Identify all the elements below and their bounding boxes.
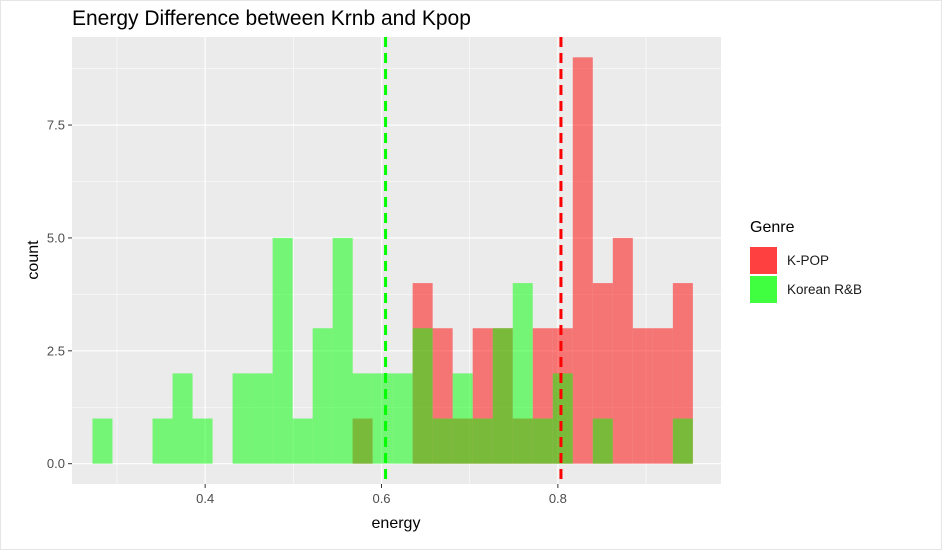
legend-label-korean-rnb: Korean R&B — [787, 282, 863, 297]
bar-korean-rnb — [192, 418, 213, 464]
bars — [92, 57, 693, 464]
x-axis-title: energy — [372, 515, 421, 532]
y-tick-label: 2.5 — [47, 343, 65, 358]
bar-korean-rnb — [512, 283, 533, 464]
bar-korean-rnb — [352, 373, 373, 464]
mean-lines — [384, 37, 563, 484]
x-tick-label: 0.4 — [196, 491, 214, 506]
bar-korean-rnb — [552, 373, 573, 464]
bar-korean-rnb — [412, 328, 433, 464]
bar-korean-rnb — [152, 418, 173, 464]
bar-korean-rnb — [272, 237, 293, 464]
bar-korean-rnb — [672, 418, 693, 464]
chart-title: Energy Difference between Krnb and Kpop — [72, 7, 471, 30]
y-tick-label: 0.0 — [47, 456, 65, 471]
bar-kpop — [652, 328, 673, 464]
bar-korean-rnb — [452, 373, 473, 464]
legend-label-kpop: K-POP — [787, 253, 830, 268]
bar-kpop — [632, 328, 653, 464]
y-axis-title: count — [25, 240, 42, 280]
x-tick-label: 0.6 — [372, 491, 390, 506]
legend-title: Genre — [750, 219, 795, 236]
bar-kpop — [572, 57, 593, 464]
bar-korean-rnb — [432, 418, 453, 464]
bar-korean-rnb — [232, 373, 253, 464]
y-tick-label: 7.5 — [47, 118, 65, 133]
bar-kpop — [612, 237, 633, 464]
legend-item-kpop: K-POP — [750, 247, 829, 274]
bar-korean-rnb — [292, 418, 313, 464]
bar-korean-rnb — [392, 373, 413, 464]
bar-korean-rnb — [252, 373, 273, 464]
axes: 0.4 0.6 0.8 0.0 2.5 5.0 7.5 — [47, 118, 567, 506]
y-tick-label: 5.0 — [47, 230, 65, 245]
bar-korean-rnb — [492, 328, 513, 464]
bar-korean-rnb — [592, 418, 613, 464]
legend-swatch-kpop — [750, 247, 777, 274]
bar-korean-rnb — [92, 418, 113, 464]
bar-korean-rnb — [472, 418, 493, 464]
bar-korean-rnb — [372, 373, 393, 464]
bar-korean-rnb — [312, 328, 333, 464]
bar-korean-rnb — [172, 373, 193, 464]
bar-korean-rnb — [532, 418, 553, 464]
legend-item-korean-rnb: Korean R&B — [750, 276, 862, 303]
bar-korean-rnb — [332, 237, 353, 464]
legend-swatch-korean-rnb — [750, 276, 777, 303]
x-tick-label: 0.8 — [549, 491, 567, 506]
